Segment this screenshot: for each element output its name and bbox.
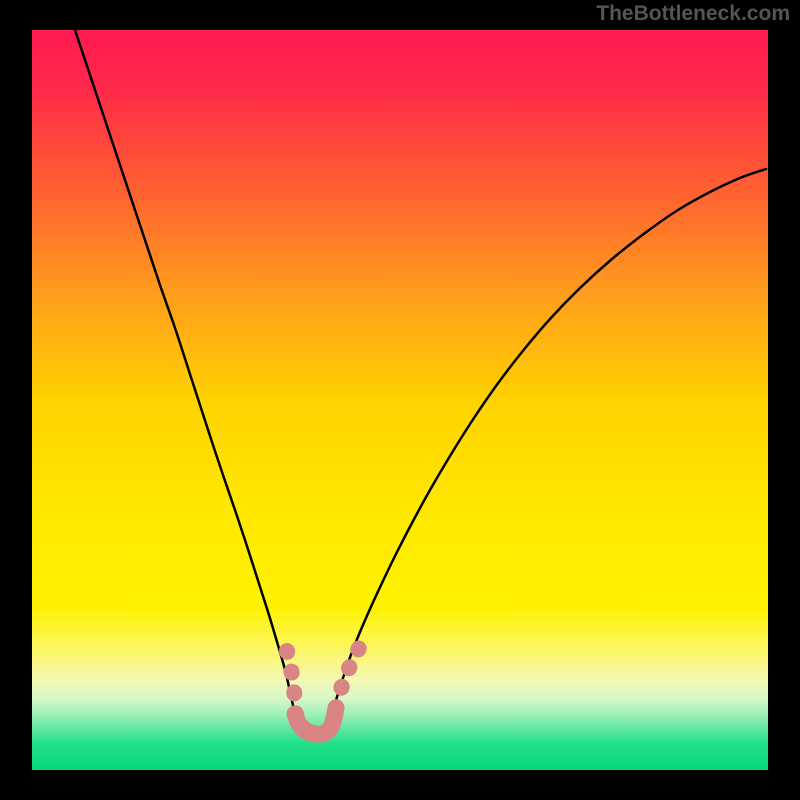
curve-right bbox=[332, 169, 766, 716]
curve-overlay bbox=[0, 0, 800, 800]
chart-container: TheBottleneck.com bbox=[0, 0, 800, 800]
curve-left bbox=[75, 30, 294, 714]
pink-right-dots bbox=[336, 642, 362, 708]
